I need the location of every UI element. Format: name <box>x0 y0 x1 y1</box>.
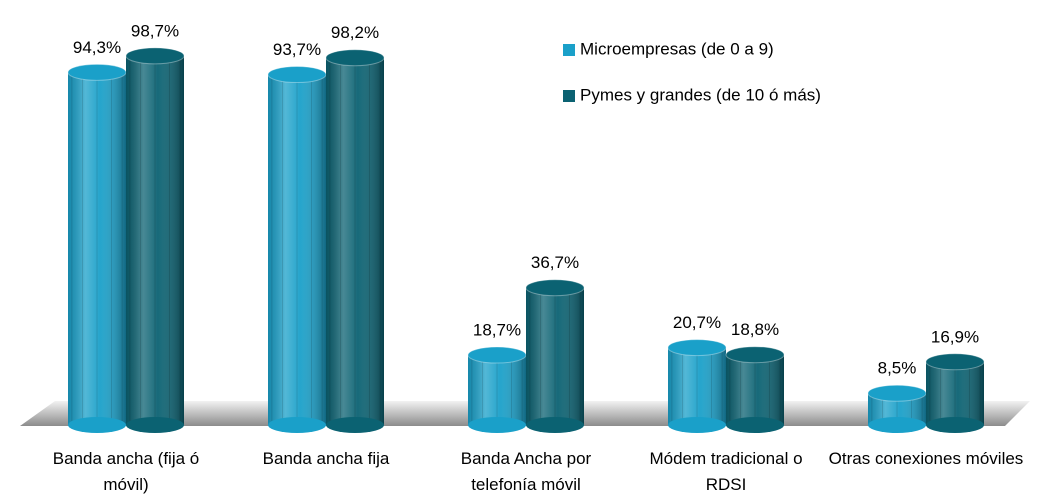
cylinder-base <box>468 417 526 433</box>
data-label: 94,3% <box>73 38 121 57</box>
cylinder-bar <box>725 346 785 433</box>
cylinder-shade <box>726 354 784 425</box>
x-tick-label: Banda Ancha por telefonía móvil <box>460 449 592 494</box>
x-tick-label: Banda ancha fija <box>262 449 390 468</box>
legend-swatch <box>563 44 575 56</box>
cylinder-shade <box>126 55 184 425</box>
cylinder-shade <box>326 57 384 426</box>
cylinder-top <box>325 49 385 67</box>
cylinder-bar <box>267 66 327 433</box>
cylinder-base <box>268 417 326 433</box>
cylinder-base <box>326 417 384 433</box>
cylinder-base <box>868 417 926 433</box>
cylinder-bar <box>867 384 927 433</box>
cylinder-bar <box>467 346 527 433</box>
x-tick-label: Otras conexiones móviles <box>828 449 1024 468</box>
cylinder-shade <box>68 72 126 426</box>
cylinder-bar <box>125 47 185 433</box>
cylinder-top <box>925 353 985 371</box>
cylinder-base <box>926 417 984 433</box>
cylinder-base <box>726 417 784 433</box>
cylinder-shade <box>468 355 526 425</box>
data-label: 93,7% <box>273 40 321 59</box>
data-label: 36,7% <box>531 253 579 272</box>
cylinder-bar <box>525 279 585 433</box>
cylinder-base <box>126 417 184 433</box>
cylinder-top <box>667 339 727 357</box>
cylinder-shade <box>668 347 726 425</box>
cylinder-shade <box>926 361 984 425</box>
data-label: 8,5% <box>878 359 917 378</box>
cylinder-shade <box>526 287 584 425</box>
legend-label: Microempresas (de 0 a 9) <box>580 39 774 58</box>
cylinder-bar <box>67 63 127 433</box>
cylinder-base <box>68 417 126 433</box>
legend-label: Pymes y grandes (de 10 ó más) <box>580 85 821 104</box>
cylinder-base <box>668 417 726 433</box>
cylinder-bar <box>925 353 985 433</box>
data-label: 20,7% <box>673 313 721 332</box>
data-label: 18,7% <box>473 321 521 340</box>
cylinder-shade <box>268 74 326 425</box>
x-tick-label: Banda ancha (fija ó móvil) <box>52 449 200 494</box>
legend-swatch <box>563 90 575 102</box>
cylinder-top <box>525 279 585 297</box>
cylinder-top <box>867 384 927 402</box>
x-tick-label: Módem tradicional o RDSI <box>649 449 803 494</box>
data-label: 18,8% <box>731 320 779 339</box>
cylinder-base <box>526 417 584 433</box>
cylinder-bar <box>325 49 385 433</box>
cylinder-bar <box>667 339 727 433</box>
cylinder-top <box>267 66 327 84</box>
cylinder-top <box>725 346 785 364</box>
cylinder-top <box>67 63 127 81</box>
data-label: 98,7% <box>131 21 179 40</box>
cylinder-top <box>467 346 527 364</box>
cylinder-top <box>125 47 185 65</box>
data-label: 98,2% <box>331 23 379 42</box>
data-label: 16,9% <box>931 327 979 346</box>
